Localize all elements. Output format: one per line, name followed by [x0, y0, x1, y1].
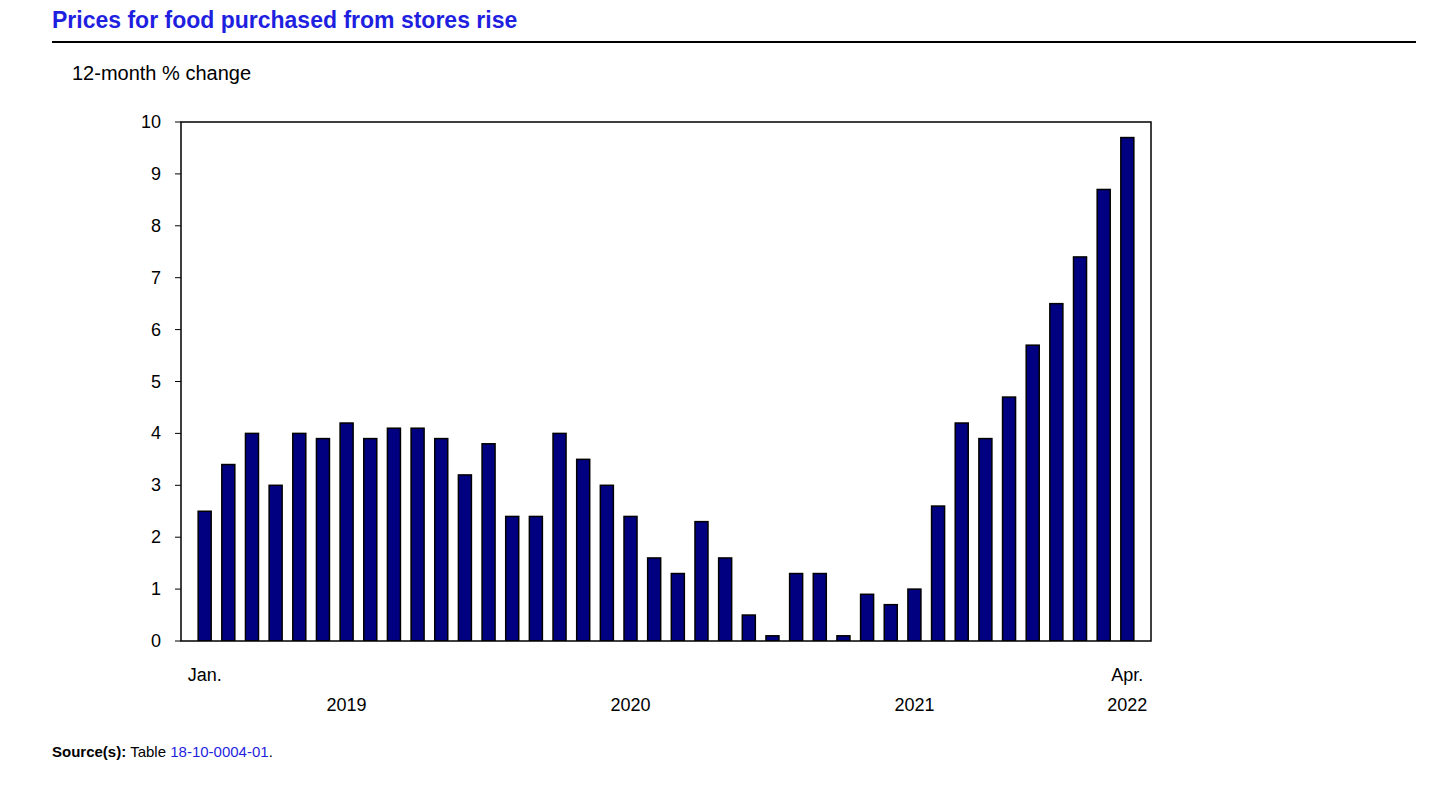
bar — [482, 444, 495, 641]
bar — [293, 433, 306, 641]
bars — [198, 138, 1134, 641]
bar — [766, 636, 779, 641]
bar — [1097, 189, 1110, 641]
title: Prices for food purchased from stores ri… — [52, 7, 517, 33]
bar — [222, 465, 235, 641]
bar — [600, 485, 613, 641]
y-tick-label: 10 — [141, 112, 161, 132]
bar — [719, 558, 732, 641]
y-tick-label: 3 — [151, 475, 161, 495]
plot-frame — [181, 122, 1151, 641]
x-tick-label: Jan. — [188, 665, 222, 685]
y-tick-label: 2 — [151, 527, 161, 547]
y-tick — [175, 225, 181, 226]
source-label: Source(s): — [52, 743, 126, 760]
bar — [269, 485, 282, 641]
bar — [316, 439, 329, 641]
bar — [458, 475, 471, 641]
y-tick — [175, 122, 181, 123]
x-tick-label: Apr. — [1111, 665, 1143, 685]
bar — [932, 506, 945, 641]
y-tick — [175, 173, 181, 174]
source-end: . — [269, 743, 273, 760]
y-tick-label: 1 — [151, 579, 161, 599]
x-group-label: 2020 — [610, 695, 650, 715]
bar — [671, 574, 684, 641]
bar — [340, 423, 353, 641]
bar — [553, 433, 566, 641]
bar — [387, 428, 400, 641]
bar — [1121, 138, 1134, 641]
bar — [979, 439, 992, 641]
bar — [624, 516, 637, 641]
bar — [506, 516, 519, 641]
y-tick-label: 4 — [151, 423, 161, 443]
bar — [1026, 345, 1039, 641]
source-text: Table — [130, 743, 170, 760]
bar — [577, 459, 590, 641]
y-tick — [175, 329, 181, 330]
y-tick — [175, 641, 181, 642]
bar — [884, 605, 897, 641]
y-tick-label: 7 — [151, 268, 161, 288]
bar — [364, 439, 377, 641]
bar — [648, 558, 661, 641]
y-tick-label: 5 — [151, 372, 161, 392]
y-tick — [175, 433, 181, 434]
bar — [837, 636, 850, 641]
bar — [742, 615, 755, 641]
bar — [955, 423, 968, 641]
title-rule — [52, 41, 1416, 43]
bar — [790, 574, 803, 641]
y-tick-label: 9 — [151, 164, 161, 184]
bar — [198, 511, 211, 641]
y-axis-label: 12-month % change — [72, 62, 251, 84]
x-group-label: 2022 — [1107, 695, 1147, 715]
x-group-label: 2019 — [327, 695, 367, 715]
y-tick — [175, 485, 181, 486]
bar — [245, 433, 258, 641]
y-tick — [175, 381, 181, 382]
y-tick-label: 6 — [151, 320, 161, 340]
bar — [411, 428, 424, 641]
y-tick — [175, 277, 181, 278]
bar — [1074, 257, 1087, 641]
bar — [1050, 304, 1063, 641]
y-tick-label: 8 — [151, 216, 161, 236]
bar — [529, 516, 542, 641]
bar — [813, 574, 826, 641]
y-tick — [175, 537, 181, 538]
y-tick-label: 0 — [151, 631, 161, 651]
bar — [861, 594, 874, 641]
source: Source(s):Table 18-10-0004-01. — [52, 743, 273, 760]
y-tick — [175, 589, 181, 590]
source-link[interactable]: 18-10-0004-01 — [170, 743, 268, 760]
bar — [695, 522, 708, 641]
x-group-label: 2021 — [894, 695, 934, 715]
bar — [435, 439, 448, 641]
bar — [1003, 397, 1016, 641]
bar — [908, 589, 921, 641]
